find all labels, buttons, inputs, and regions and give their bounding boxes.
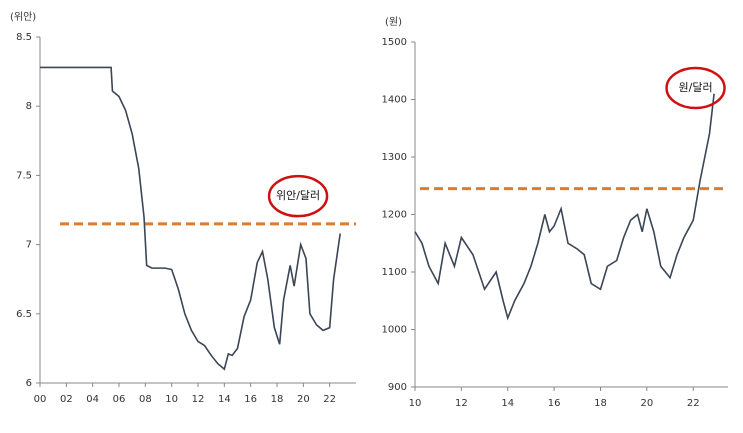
y-tick-label: 7.5: [16, 170, 32, 181]
x-tick-label: 12: [192, 394, 205, 405]
annotation-circle: [665, 66, 726, 110]
y-tick-label: 6: [26, 378, 32, 389]
x-tick-label: 20: [297, 394, 310, 405]
x-tick-label: 12: [455, 398, 468, 409]
x-tick-label: 08: [139, 394, 152, 405]
x-tick-label: 14: [501, 398, 514, 409]
x-tick-label: 02: [60, 394, 73, 405]
unit-label: (원): [385, 16, 402, 28]
x-tick-label: 10: [165, 394, 178, 405]
annotation: 원/달러: [679, 81, 713, 94]
x-tick-label: 16: [244, 394, 257, 405]
x-tick-label: 06: [113, 394, 126, 405]
y-tick-label: 8.5: [16, 32, 32, 43]
y-tick-label: 1300: [382, 152, 407, 163]
x-tick-label: 00: [34, 394, 47, 405]
x-tick-label: 14: [218, 394, 231, 405]
y-tick-label: 1000: [382, 325, 407, 336]
annotation: 위안/달러: [276, 189, 320, 202]
y-tick-label: 8: [26, 101, 32, 112]
x-tick-label: 18: [271, 394, 284, 405]
unit-label: (위안): [10, 10, 36, 23]
x-tick-label: 22: [323, 394, 336, 405]
y-tick-label: 1100: [382, 267, 407, 278]
y-tick-label: 900: [388, 382, 407, 393]
y-tick-label: 7: [26, 240, 32, 251]
x-tick-label: 22: [687, 398, 700, 409]
x-tick-label: 16: [548, 398, 561, 409]
y-tick-label: 1500: [382, 37, 407, 48]
y-tick-label: 6.5: [16, 309, 32, 320]
x-tick-label: 10: [409, 398, 422, 409]
line-series: [414, 93, 715, 321]
x-tick-label: 20: [640, 398, 653, 409]
line-series: [40, 66, 341, 371]
y-tick-label: 1200: [382, 210, 407, 221]
y-tick-label: 1400: [382, 95, 407, 106]
x-tick-label: 04: [86, 394, 99, 405]
x-tick-label: 18: [594, 398, 607, 409]
annotation-circle: [267, 174, 329, 218]
